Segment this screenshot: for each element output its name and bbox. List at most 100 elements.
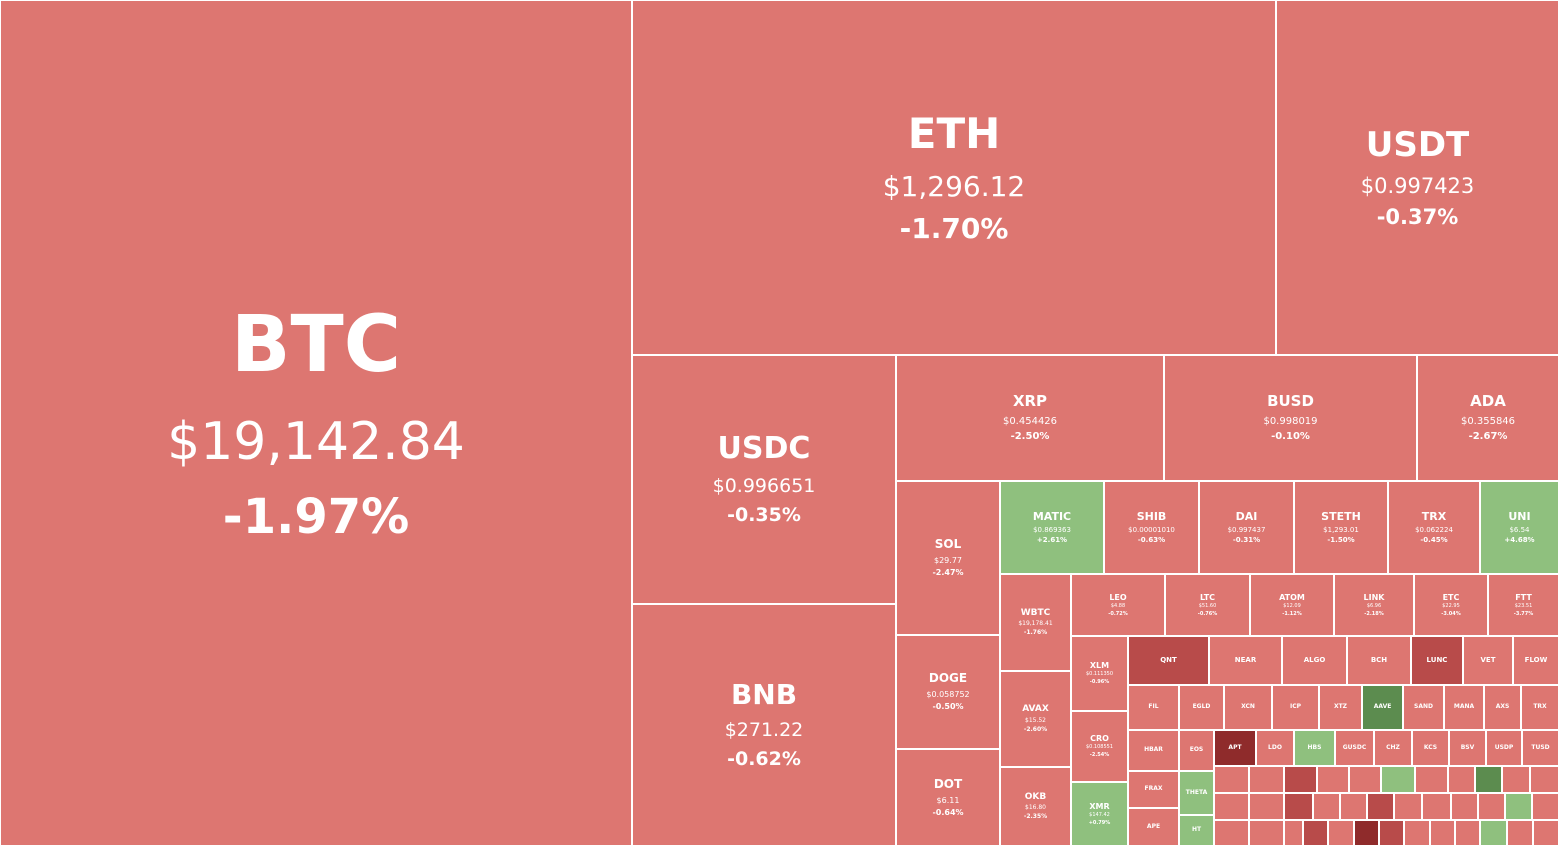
tile-small[interactable] [1317,766,1349,793]
tile-sol[interactable]: SOL $29.77 -2.47% [896,481,1000,635]
tile-vet[interactable]: VET [1463,636,1513,685]
tile-small[interactable] [1430,820,1455,846]
tile-ltc[interactable]: LTC $51.60 -0.76% [1165,574,1250,636]
tile-usdc[interactable]: USDC $0.996651 -0.35% [632,355,896,604]
tile-kcs[interactable]: KCS [1412,730,1449,766]
tile-xtz[interactable]: XTZ [1319,685,1362,730]
tile-btc[interactable]: BTC $19,142.84 -1.97% [0,0,632,846]
tile-small[interactable] [1475,766,1502,793]
tile-link[interactable]: LINK $6.96 -2.18% [1334,574,1414,636]
tile-small[interactable] [1448,766,1475,793]
tile-axs[interactable]: AXS [1484,685,1521,730]
tile-okb[interactable]: OKB $16.80 -2.35% [1000,767,1071,846]
tile-ftt[interactable]: FTT $23.51 -3.77% [1488,574,1559,636]
tile-small[interactable] [1532,793,1559,820]
tile-steth[interactable]: STETH $1,293.01 -1.50% [1294,481,1388,574]
tile-uni[interactable]: UNI $6.54 +4.68% [1480,481,1559,574]
tile-small[interactable] [1478,793,1505,820]
tile-xrp[interactable]: XRP $0.454426 -2.50% [896,355,1164,481]
tile-bnb[interactable]: BNB $271.22 -0.62% [632,604,896,846]
tile-small[interactable] [1455,820,1480,846]
tile-ldo[interactable]: LDO [1256,730,1294,766]
tile-chz[interactable]: CHZ [1374,730,1412,766]
tile-small[interactable] [1249,766,1284,793]
tile-doge[interactable]: DOGE $0.058752 -0.50% [896,635,1000,749]
tile-symbol: MANA [1453,703,1475,711]
tile-small[interactable] [1415,766,1448,793]
tile-gusdc[interactable]: GUSDC [1335,730,1374,766]
tile-near[interactable]: NEAR [1209,636,1282,685]
tile-qnt[interactable]: QNT [1128,636,1209,685]
tile-algo[interactable]: ALGO [1282,636,1347,685]
tile-small[interactable] [1379,820,1404,846]
tile-trx[interactable]: TRX $0.062224 -0.45% [1388,481,1480,574]
tile-lunc[interactable]: LUNC [1411,636,1463,685]
tile-small[interactable] [1284,820,1303,846]
tile-small[interactable] [1303,820,1328,846]
tile-xlm[interactable]: XLM $0.111350 -0.96% [1071,636,1128,711]
tile-small[interactable] [1284,766,1317,793]
tile-aave[interactable]: AAVE [1362,685,1403,730]
tile-apt[interactable]: APT [1214,730,1256,766]
tile-shib[interactable]: SHIB $0.00001010 -0.63% [1104,481,1199,574]
tile-small[interactable] [1404,820,1430,846]
tile-leo[interactable]: LEO $4.88 -0.72% [1071,574,1165,636]
tile-egld[interactable]: EGLD [1179,685,1224,730]
tile-usdt[interactable]: USDT $0.997423 -0.37% [1276,0,1559,355]
tile-etc[interactable]: ETC $22.95 -3.04% [1414,574,1488,636]
tile-small[interactable] [1354,820,1379,846]
tile-small[interactable] [1480,820,1507,846]
tile-small[interactable] [1349,766,1381,793]
tile-tusd[interactable]: TUSD [1522,730,1559,766]
tile-small[interactable] [1249,793,1284,820]
tile-hbs[interactable]: HBS [1294,730,1335,766]
tile-dai[interactable]: DAI $0.997437 -0.31% [1199,481,1294,574]
tile-ht[interactable]: HT [1179,815,1214,846]
tile-small[interactable] [1214,820,1249,846]
tile-small[interactable] [1507,820,1533,846]
tile-ape[interactable]: APE [1128,808,1179,846]
tile-small[interactable] [1328,820,1354,846]
tile-change: -0.50% [932,702,964,712]
tile-dot[interactable]: DOT $6.11 -0.64% [896,749,1000,846]
tile-matic[interactable]: MATIC $0.869363 +2.61% [1000,481,1104,574]
tile-eth[interactable]: ETH $1,296.12 -1.70% [632,0,1276,355]
tile-small[interactable] [1502,766,1530,793]
tile-small[interactable] [1381,766,1415,793]
tile-frax[interactable]: FRAX [1128,771,1179,808]
tile-ada[interactable]: ADA $0.355846 -2.67% [1417,355,1559,481]
tile-small[interactable] [1367,793,1394,820]
tile-bsv[interactable]: BSV [1449,730,1486,766]
tile-small[interactable] [1394,793,1422,820]
tile-bch[interactable]: BCH [1347,636,1411,685]
tile-wbtc[interactable]: WBTC $19,178.41 -1.76% [1000,574,1071,671]
tile-small[interactable] [1505,793,1532,820]
tile-flow[interactable]: FLOW [1513,636,1559,685]
tile-cro[interactable]: CRO $0.108551 -2.54% [1071,711,1128,782]
tile-small[interactable] [1422,793,1451,820]
tile-small[interactable] [1284,793,1313,820]
tile-change: -0.76% [1197,610,1218,617]
tile-hbar[interactable]: HBAR [1128,730,1179,771]
tile-eos[interactable]: EOS [1179,730,1214,771]
tile-atom[interactable]: ATOM $12.09 -1.12% [1250,574,1334,636]
tile-mana[interactable]: MANA [1444,685,1484,730]
tile-usdp[interactable]: USDP [1486,730,1522,766]
tile-sand[interactable]: SAND [1403,685,1444,730]
tile-xmr[interactable]: XMR $147.42 +0.79% [1071,782,1128,846]
tile-small[interactable] [1214,766,1249,793]
tile-icp[interactable]: ICP [1272,685,1319,730]
tile-xcn[interactable]: XCN [1224,685,1272,730]
tile-busd[interactable]: BUSD $0.998019 -0.10% [1164,355,1417,481]
tile-small[interactable] [1340,793,1367,820]
tile-small[interactable] [1214,793,1249,820]
tile-theta[interactable]: THETA [1179,771,1214,815]
tile-small[interactable] [1313,793,1340,820]
tile-small[interactable] [1249,820,1284,846]
tile-trx[interactable]: TRX [1521,685,1559,730]
tile-small[interactable] [1533,820,1559,846]
tile-fil[interactable]: FIL [1128,685,1179,730]
tile-small[interactable] [1530,766,1559,793]
tile-avax[interactable]: AVAX $15.52 -2.60% [1000,671,1071,767]
tile-small[interactable] [1451,793,1478,820]
